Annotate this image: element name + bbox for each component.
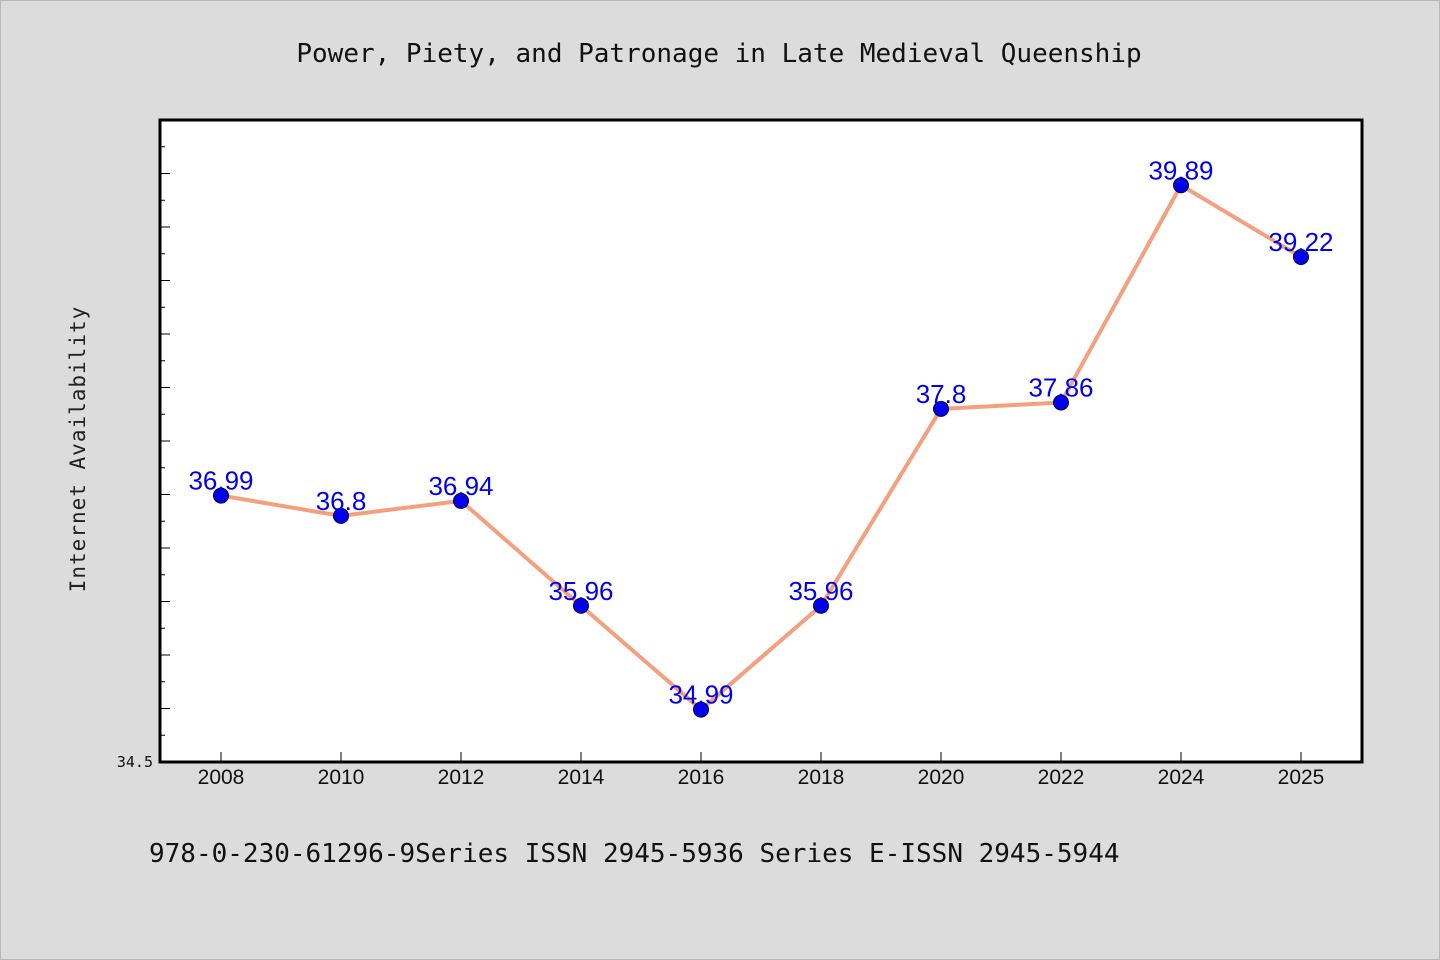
data-label: 35.96 — [788, 576, 853, 606]
series-line-group — [219, 183, 1303, 712]
x-tick-label: 2012 — [438, 766, 485, 789]
data-point — [693, 701, 709, 718]
x-tick-labels: 2008 2010 2012 2014 2016 2018 2020 2022 2024 2025 — [198, 766, 1325, 789]
data-label: 37.8 — [916, 379, 967, 409]
x-tick-label: 2008 — [198, 766, 245, 789]
data-label: 36.94 — [428, 471, 493, 501]
data-label: 36.99 — [188, 466, 253, 496]
data-point — [333, 507, 349, 524]
data-point — [1293, 248, 1309, 265]
data-label: 36.8 — [316, 486, 367, 516]
x-tick-label: 2024 — [1158, 766, 1205, 789]
y-tick-label-min: 34.5 — [117, 753, 153, 771]
chart-title: Power, Piety, and Patronage in Late Medi… — [296, 39, 1141, 69]
data-point — [1053, 394, 1069, 411]
plot-area — [158, 118, 1364, 764]
data-label: 35.96 — [548, 576, 613, 606]
data-point — [453, 492, 469, 509]
y-axis-ticks — [160, 119, 170, 763]
data-markers — [213, 177, 1309, 718]
data-point — [1173, 177, 1189, 194]
data-point — [933, 400, 949, 417]
y-axis-label: Internet Availability — [66, 306, 90, 593]
data-point — [813, 597, 829, 614]
x-tick-label: 2010 — [318, 766, 365, 789]
x-tick-label: 2018 — [798, 766, 845, 789]
data-label: 39.22 — [1268, 227, 1333, 257]
data-label: 37.86 — [1028, 372, 1093, 402]
x-tick-label: 2014 — [558, 766, 605, 789]
data-point — [573, 597, 589, 614]
series-line — [219, 183, 1303, 712]
data-label: 34.99 — [668, 680, 733, 710]
footer-isbn-issn: 978-0-230-61296-9Series ISSN 2945-5936 S… — [149, 839, 1120, 869]
data-labels: 36.99 36.8 36.94 35.96 34.99 35.96 37.8 37.86 39… — [188, 155, 1333, 709]
x-tick-label: 2022 — [1038, 766, 1085, 789]
data-point — [213, 487, 229, 504]
x-tick-label: 2016 — [678, 766, 725, 789]
data-label: 39.89 — [1148, 155, 1213, 185]
x-axis-ticks — [220, 752, 1302, 762]
x-tick-label: 2020 — [918, 766, 965, 789]
x-tick-label: 2025 — [1278, 766, 1325, 789]
